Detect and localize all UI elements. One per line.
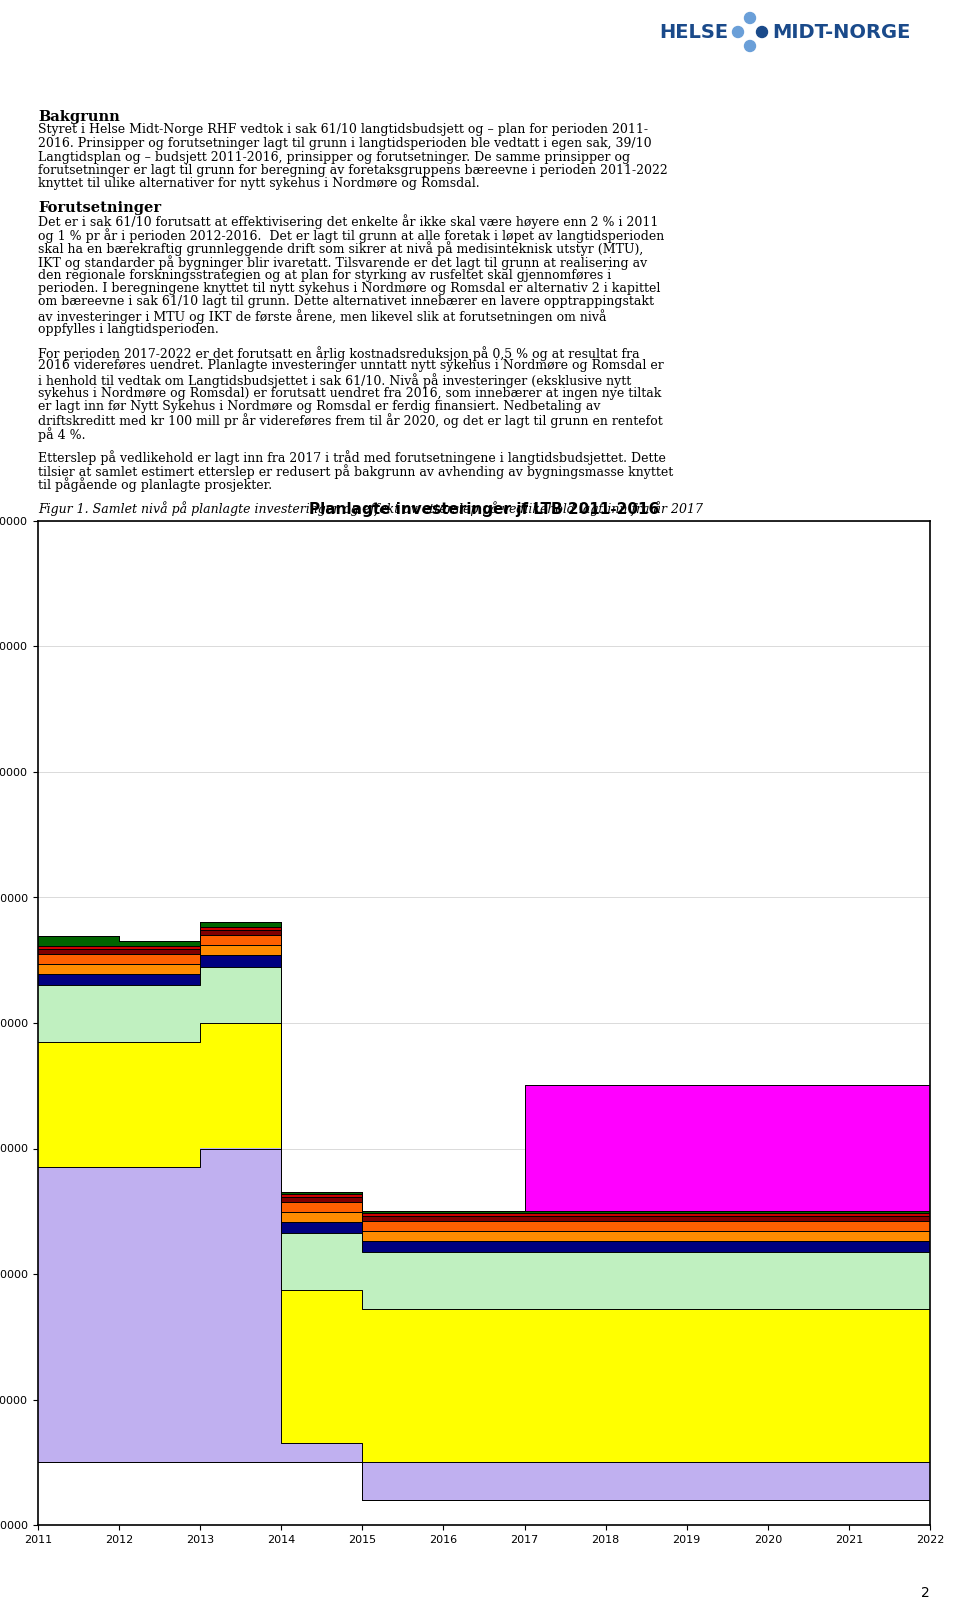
Text: IKT og standarder på bygninger blir ivaretatt. Tilsvarende er det lagt til grunn: IKT og standarder på bygninger blir ivar… — [38, 255, 647, 270]
Text: til pågående og planlagte prosjekter.: til pågående og planlagte prosjekter. — [38, 477, 272, 492]
Text: Langtidsplan og – budsjett 2011-2016, prinsipper og forutsetninger. De samme pri: Langtidsplan og – budsjett 2011-2016, pr… — [38, 150, 630, 163]
Text: For perioden 2017-2022 er det forutsatt en årlig kostnadsreduksjon på 0,5 % og a: For perioden 2017-2022 er det forutsatt … — [38, 346, 639, 361]
Text: sykehus i Nordmøre og Romsdal) er forutsatt uendret fra 2016, som innebærer at i: sykehus i Nordmøre og Romsdal) er foruts… — [38, 386, 661, 399]
Text: Figur 1. Samlet nivå på planlagte investeringer og effekt av etterslep på vedlik: Figur 1. Samlet nivå på planlagte invest… — [38, 501, 703, 516]
Text: 2016. Prinsipper og forutsetninger lagt til grunn i langtidsperioden ble vedtatt: 2016. Prinsipper og forutsetninger lagt … — [38, 137, 652, 150]
Text: tilsier at samlet estimert etterslep er redusert på bakgrunn av avhending av byg: tilsier at samlet estimert etterslep er … — [38, 464, 673, 479]
Text: HELSE: HELSE — [659, 23, 728, 42]
Text: knyttet til ulike alternativer for nytt sykehus i Nordmøre og Romsdal.: knyttet til ulike alternativer for nytt … — [38, 178, 480, 191]
Title: Planlagte investeringer jf LTB 2011-2016: Planlagte investeringer jf LTB 2011-2016 — [309, 501, 660, 517]
Text: MIDT-NORGE: MIDT-NORGE — [772, 23, 910, 42]
Text: og 1 % pr år i perioden 2012-2016.  Det er lagt til grunn at alle foretak i løpe: og 1 % pr år i perioden 2012-2016. Det e… — [38, 228, 664, 243]
Ellipse shape — [732, 26, 743, 37]
Text: 2016 videreføres uendret. Planlagte investeringer unntatt nytt sykehus i Nordmør: 2016 videreføres uendret. Planlagte inve… — [38, 359, 663, 372]
Text: oppfylles i langtidsperioden.: oppfylles i langtidsperioden. — [38, 322, 219, 335]
Text: Etterslep på vedlikehold er lagt inn fra 2017 i tråd med forutsetningene i langt: Etterslep på vedlikehold er lagt inn fra… — [38, 451, 666, 466]
Ellipse shape — [745, 40, 756, 52]
Text: perioden. I beregningene knyttet til nytt sykehus i Nordmøre og Romsdal er alter: perioden. I beregningene knyttet til nyt… — [38, 281, 660, 294]
Text: forutsetninger er lagt til grunn for beregning av foretaksgruppens bæreevne i pe: forutsetninger er lagt til grunn for ber… — [38, 163, 668, 176]
Ellipse shape — [745, 13, 756, 24]
Text: i henhold til vedtak om Langtidsbudsjettet i sak 61/10. Nivå på investeringer (e: i henhold til vedtak om Langtidsbudsjett… — [38, 374, 632, 388]
Text: Det er i sak 61/10 forutsatt at effektivisering det enkelte år ikke skal være hø: Det er i sak 61/10 forutsatt at effektiv… — [38, 215, 659, 230]
Ellipse shape — [756, 26, 767, 37]
Text: skal ha en bærekraftig grunnleggende drift som sikrer at nivå på medisinteknisk : skal ha en bærekraftig grunnleggende dri… — [38, 241, 643, 257]
Text: 2: 2 — [922, 1586, 930, 1599]
Text: Forutsetninger: Forutsetninger — [38, 201, 161, 215]
Text: er lagt inn før Nytt Sykehus i Nordmøre og Romsdal er ferdig finansiert. Nedbeta: er lagt inn før Nytt Sykehus i Nordmøre … — [38, 399, 601, 412]
Text: driftskreditt med kr 100 mill pr år videreføres frem til år 2020, og det er lagt: driftskreditt med kr 100 mill pr år vide… — [38, 414, 662, 429]
Text: Bakgrunn: Bakgrunn — [38, 110, 120, 125]
Text: den regionale forskningsstrategien og at plan for styrking av rusfeltet skal gje: den regionale forskningsstrategien og at… — [38, 268, 612, 281]
Text: av investeringer i MTU og IKT de første årene, men likevel slik at forutsetninge: av investeringer i MTU og IKT de første … — [38, 309, 607, 323]
Text: Styret i Helse Midt-Norge RHF vedtok i sak 61/10 langtidsbudsjett og – plan for : Styret i Helse Midt-Norge RHF vedtok i s… — [38, 123, 648, 136]
Text: på 4 %.: på 4 %. — [38, 427, 85, 441]
Text: om bæreevne i sak 61/10 lagt til grunn. Dette alternativet innebærer en lavere o: om bæreevne i sak 61/10 lagt til grunn. … — [38, 296, 654, 309]
